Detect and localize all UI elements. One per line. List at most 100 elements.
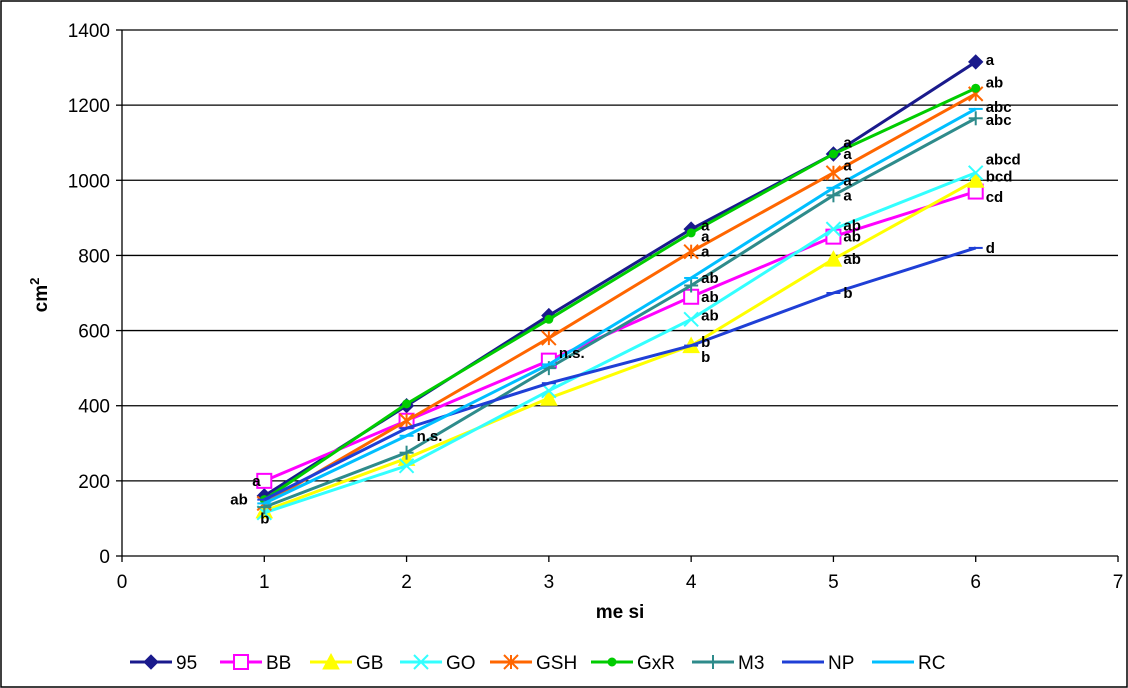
annotation-23: ab: [986, 75, 1004, 92]
point-GB-5: [824, 250, 843, 267]
annotation-7: a: [701, 244, 710, 261]
annotation-27: bcd: [986, 169, 1013, 186]
point-GxR-4: [686, 228, 696, 238]
y-tick-label-200: 200: [78, 472, 110, 493]
x-tick-label-3: 3: [544, 572, 555, 593]
legend-entry-GxR: GxR: [591, 653, 675, 674]
point-BB-1: [256, 472, 273, 489]
point-M3-5: [826, 188, 841, 203]
series-layer: [255, 54, 985, 521]
series-line-RC: [263, 107, 977, 505]
series-line-GSH: [263, 92, 977, 505]
y-tick-label-0: 0: [99, 547, 110, 568]
point-GO-5-b: [825, 221, 842, 237]
legend-label-M3: M3: [738, 653, 764, 674]
annotation-18: ab: [843, 217, 861, 234]
point-GO-5: [825, 221, 842, 237]
legend-entry-GB: GB: [310, 652, 383, 674]
annotation-0: a: [252, 473, 261, 490]
legend-marker-M3: [706, 655, 720, 669]
series-GSH: [256, 86, 984, 512]
point-GxR-2: [402, 399, 412, 409]
x-axis-label: me si: [596, 602, 645, 623]
point-GSH-3: [541, 330, 557, 346]
annotation-20: ab: [843, 251, 861, 268]
annotation-22: a: [986, 52, 995, 69]
point-GO-2: [398, 458, 415, 474]
annotation-14: a: [843, 146, 852, 163]
series-line-GB: [263, 178, 977, 513]
series-line-GO: [263, 171, 977, 515]
y-tick-label-1000: 1000: [68, 171, 110, 192]
point-M3-4: [684, 278, 699, 293]
legend-label-GxR: GxR: [637, 653, 675, 674]
legend-label-NP: NP: [828, 653, 854, 674]
legend-entry-NP: NP: [782, 653, 854, 674]
legend-label-GB: GB: [356, 653, 383, 674]
y-axis-label: cm2: [27, 278, 52, 313]
point-M3-2: [399, 445, 414, 460]
annotation-1: ab: [230, 492, 248, 509]
x-tick-label-4: 4: [686, 572, 697, 593]
legend-entry-GSH: GSH: [490, 653, 577, 674]
legend-marker-95: [143, 654, 159, 670]
series-line-NP: [263, 246, 977, 501]
point-GxR-5: [828, 149, 838, 159]
annotation-10: ab: [701, 308, 719, 325]
annotation-4: n.s.: [559, 345, 585, 362]
annotation-5: a: [701, 217, 710, 234]
y-tick-label-1200: 1200: [68, 96, 110, 117]
legend-entry-BB: BB: [220, 653, 291, 674]
annotation-24: abc: [986, 99, 1012, 116]
annotation-25: abc: [986, 112, 1012, 129]
series-GxR: [259, 83, 981, 505]
y-tick-label-1400: 1400: [68, 21, 110, 42]
point-M3-6: [968, 111, 983, 126]
annotation-6: a: [701, 229, 710, 246]
point-GxR-6: [971, 83, 981, 93]
point-GO-3-b: [541, 382, 557, 399]
axes: [116, 29, 1119, 562]
point-GSH-5: [825, 165, 842, 181]
series-M3: [257, 111, 983, 515]
legend-marker-GxR: [607, 657, 617, 667]
annotation-11: b: [701, 334, 710, 351]
annotation-9: ab: [701, 289, 719, 306]
legend-marker-GSH: [503, 654, 519, 670]
point-GO-4: [683, 311, 699, 328]
annotation-8: ab: [701, 270, 719, 287]
x-tick-label-2: 2: [401, 572, 412, 593]
annotation-13: a: [843, 135, 852, 152]
annotation-28: cd: [986, 189, 1004, 206]
annotation-16: a: [843, 172, 852, 189]
series-NP: [257, 246, 983, 501]
legend-marker-GO-b: [413, 654, 429, 670]
y-axis-label-main: cm: [31, 285, 52, 312]
annotations: aabbn.s.n.s.aaaabababbbaaaaaabababbaabab…: [230, 52, 1020, 527]
legend-label-RC: RC: [918, 653, 945, 674]
y-tick-label-600: 600: [78, 322, 110, 343]
y-tick-label-800: 800: [78, 246, 110, 267]
point-GxR-3: [544, 314, 554, 324]
point-95-6: [968, 54, 984, 70]
legend-marker-GB: [322, 652, 340, 670]
x-tick-label-7: 7: [1113, 572, 1124, 593]
point-GO-6: [968, 165, 984, 181]
x-tick-label-6: 6: [970, 572, 981, 593]
legend-entry-M3: M3: [692, 653, 764, 674]
x-tick-label-1: 1: [259, 572, 270, 593]
legend-label-BB: BB: [266, 653, 291, 674]
point-GO-4-b: [683, 311, 699, 328]
tick-labels: 0 200 400 600 800 1000 1200 1400 0 1 2 3 4 5 6 7: [68, 21, 1124, 593]
legend-marker-BB: [233, 654, 249, 670]
point-GB-6: [966, 171, 985, 188]
series-line-GxR: [263, 86, 977, 501]
legend-marker-GO: [413, 654, 429, 670]
y-axis-label-superscript: 2: [27, 278, 42, 285]
annotation-17: a: [843, 187, 852, 204]
annotation-2: b: [260, 510, 269, 527]
x-tick-label-5: 5: [828, 572, 839, 593]
legend-entry-GO: GO: [400, 653, 476, 674]
legend-label-95: 95: [176, 653, 197, 674]
